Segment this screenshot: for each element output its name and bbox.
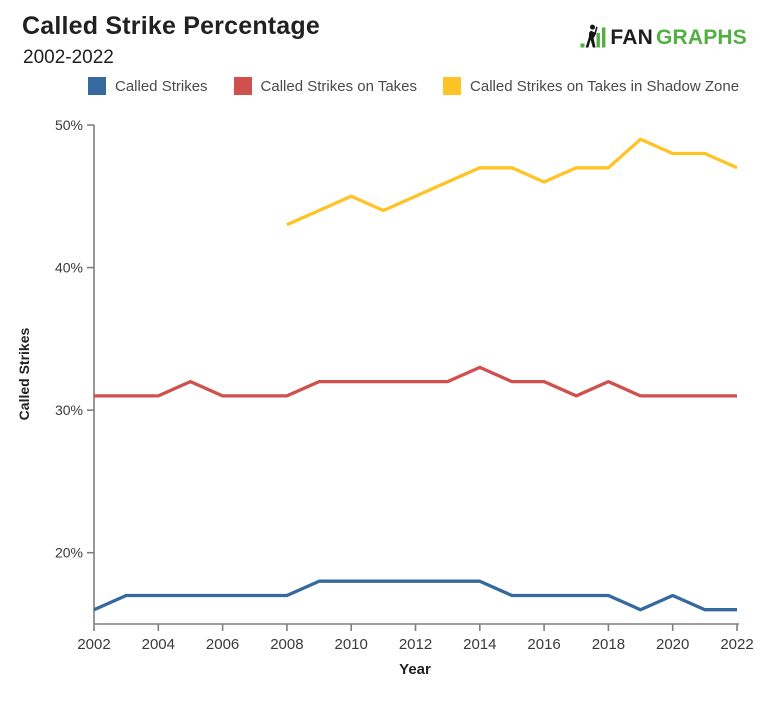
legend-swatch-yellow: [443, 77, 462, 95]
x-tick-label: 2020: [656, 636, 689, 653]
page-subtitle: 2002-2022: [23, 47, 114, 68]
x-tick-label: 2006: [206, 636, 239, 653]
x-tick-label: 2002: [77, 636, 110, 653]
legend-item-called-strikes: Called Strikes: [88, 77, 208, 95]
legend-swatch-red: [233, 77, 252, 95]
y-tick-label: 20%: [55, 545, 83, 561]
series-line-1: [94, 365, 737, 398]
legend-item-shadow-zone: Called Strikes on Takes in Shadow Zone: [443, 77, 739, 95]
page-title: Called Strike Percentage: [22, 12, 320, 40]
fangraphs-batter-icon: [580, 24, 606, 48]
logo-text-graphs: GRAPHS: [655, 26, 747, 49]
y-tick-label: 40%: [55, 260, 83, 276]
legend-swatch-blue: [88, 77, 106, 95]
x-axis-label: Year: [399, 661, 431, 678]
series-line-0: [93, 579, 737, 612]
legend-item-called-strikes-on-takes: Called Strikes on Takes: [233, 77, 418, 95]
legend-label: Called Strikes on Takes in Shadow Zone: [470, 77, 740, 95]
x-tick-label: 2016: [527, 636, 560, 653]
legend-label: Called Strikes on Takes: [260, 77, 418, 95]
x-tick-label: 2018: [592, 636, 625, 653]
x-tick-label: 2022: [720, 636, 753, 653]
x-tick-label: 2004: [142, 636, 175, 653]
x-tick-label: 2012: [399, 636, 432, 653]
logo-text-fan: FAN: [610, 26, 653, 49]
y-tick-label: 50%: [55, 117, 83, 133]
legend: Called Strikes Called Strikes on Takes C…: [88, 77, 739, 95]
y-axis-label: Called Strikes: [16, 327, 32, 421]
x-tick-label: 2008: [270, 636, 303, 653]
y-tick-label: 30%: [55, 402, 83, 418]
legend-label: Called Strikes: [115, 77, 208, 95]
x-tick-label: 2010: [335, 636, 368, 653]
series-line-2: [286, 137, 738, 227]
x-tick-label: 2014: [463, 636, 496, 653]
fangraphs-logo[interactable]: FAN GRAPHS: [580, 24, 747, 48]
